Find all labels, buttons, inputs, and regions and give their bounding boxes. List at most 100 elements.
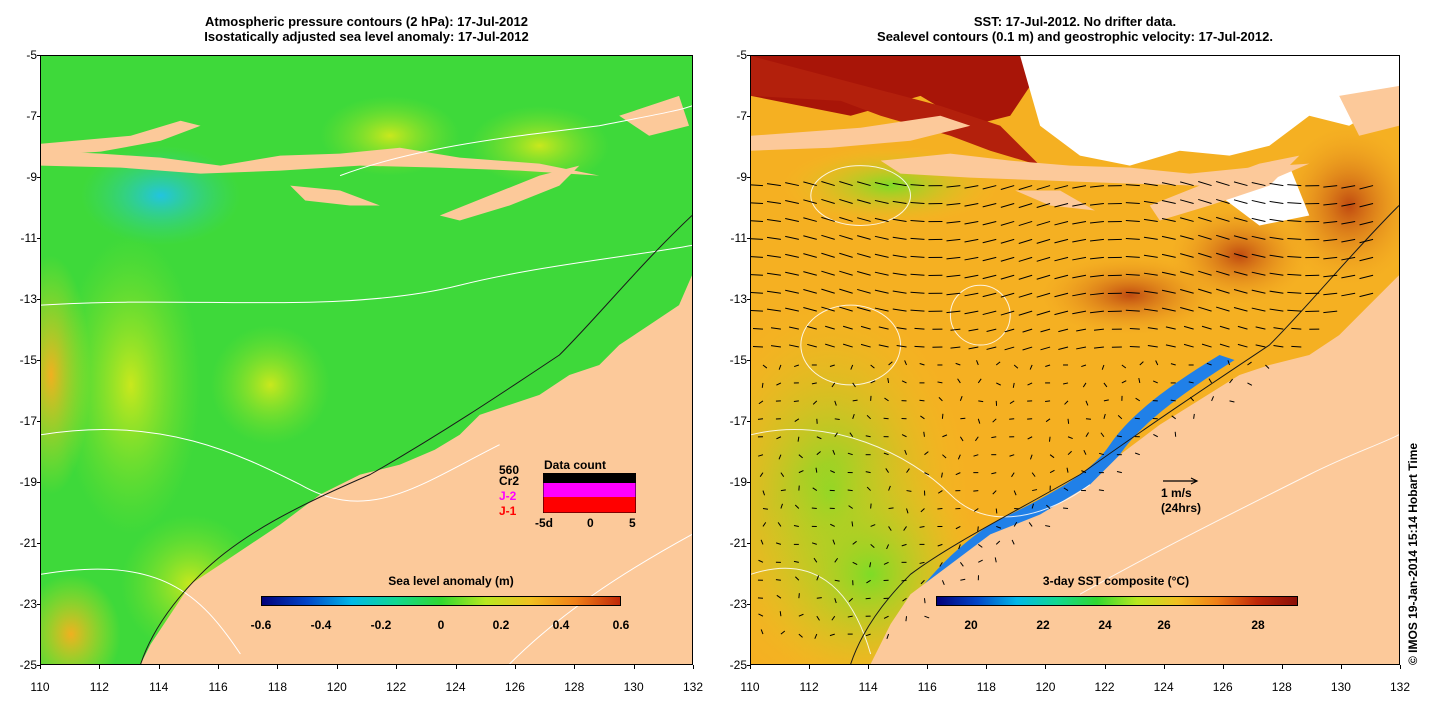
- x-tick-mark: [40, 665, 41, 669]
- x-tick-label: 132: [682, 680, 704, 694]
- velocity-arrow: [1125, 220, 1140, 222]
- left-cbar-label: 0.2: [492, 618, 510, 632]
- velocity-arrow: [1083, 449, 1087, 455]
- velocity-arrow: [1029, 364, 1033, 370]
- velocity-arrow: [1198, 234, 1212, 240]
- velocity-arrow: [938, 397, 943, 402]
- velocity-arrow: [960, 417, 966, 420]
- velocity-arrow: [892, 236, 907, 240]
- y-tick-label: -17: [729, 414, 747, 428]
- velocity-arrow: [901, 434, 907, 438]
- velocity-arrow: [883, 615, 889, 619]
- velocity-arrow: [1089, 292, 1104, 296]
- velocity-arrow: [1045, 525, 1051, 527]
- velocity-arrow: [1273, 327, 1284, 330]
- velocity-arrow: [977, 543, 983, 548]
- velocity-arrow: [1251, 217, 1266, 222]
- x-tick-label: 132: [1389, 680, 1411, 694]
- velocity-arrow: [866, 414, 871, 420]
- velocity-arrow: [1233, 217, 1248, 222]
- velocity-arrow: [816, 575, 820, 581]
- velocity-arrow: [1036, 256, 1051, 262]
- x-tick-label: 128: [1271, 680, 1292, 694]
- velocity-arrow: [1233, 253, 1248, 258]
- velocity-arrow: [1143, 290, 1158, 294]
- velocity-arrow: [1089, 256, 1104, 260]
- velocity-arrow: [852, 382, 856, 388]
- velocity-arrow: [920, 508, 925, 513]
- x-tick-label: 122: [1094, 680, 1115, 694]
- y-tick-mark: [37, 55, 40, 56]
- y-tick-label: -19: [729, 475, 747, 489]
- velocity-arrow: [794, 418, 800, 423]
- velocity-arrow: [1116, 435, 1122, 438]
- velocity-arrow: [942, 454, 947, 459]
- velocity-arrow: [857, 199, 871, 204]
- velocity-arrow: [1198, 198, 1212, 204]
- velocity-arrow: [1089, 238, 1104, 242]
- velocity-arrow: [761, 382, 764, 388]
- velocity-arrow: [1085, 432, 1089, 438]
- velocity-arrow: [1018, 310, 1033, 316]
- velocity-arrow: [901, 579, 907, 582]
- velocity-arrow: [1036, 238, 1051, 244]
- velocity-arrow: [906, 508, 909, 514]
- velocity-arrow: [1000, 238, 1015, 244]
- velocity-arrow: [964, 274, 979, 279]
- velocity-arrow: [766, 236, 781, 240]
- velocity-arrow: [1089, 310, 1104, 314]
- sea-level-anomaly-field: [41, 56, 692, 664]
- velocity-arrow: [821, 216, 835, 222]
- velocity-arrow: [1072, 220, 1087, 225]
- velocity-arrow: [751, 184, 763, 187]
- velocity-arrow: [832, 449, 836, 455]
- velocity-arrow: [1265, 364, 1270, 369]
- velocity-arrow: [1291, 327, 1302, 330]
- velocity-arrow: [770, 345, 781, 348]
- velocity-arrow: [910, 202, 925, 205]
- velocity-arrow: [1171, 415, 1176, 420]
- velocity-arrow: [775, 542, 782, 545]
- velocity-arrow: [959, 396, 963, 402]
- velocity-arrow: [1216, 234, 1230, 240]
- velocity-arrow: [1216, 288, 1230, 294]
- velocity-arrow: [834, 400, 837, 406]
- velocity-arrow: [1323, 274, 1338, 278]
- y-tick-label: -23: [19, 597, 37, 611]
- velocity-arrow: [1045, 364, 1051, 367]
- x-tick-label: 118: [267, 680, 288, 694]
- velocity-arrow: [1216, 306, 1230, 312]
- velocity-arrow: [901, 543, 907, 547]
- velocity-arrow: [886, 633, 890, 639]
- y-tick-label: -11: [730, 231, 747, 245]
- y-tick-mark: [37, 543, 40, 544]
- velocity-arrow: [964, 310, 979, 315]
- velocity-arrow: [778, 364, 782, 370]
- velocity-arrow: [1147, 345, 1158, 348]
- velocity-arrow: [766, 183, 781, 187]
- x-tick-label: 130: [1330, 680, 1351, 694]
- velocity-arrow: [1219, 343, 1230, 348]
- velocity-arrow: [1323, 185, 1338, 188]
- velocity-arrow: [888, 361, 893, 366]
- x-tick-label: 130: [623, 680, 644, 694]
- velocity-arrow: [848, 597, 854, 602]
- velocity-arrow: [982, 203, 997, 208]
- velocity-arrow: [957, 454, 961, 460]
- velocity-arrow: [1018, 238, 1033, 244]
- velocity-arrow: [982, 274, 997, 280]
- velocity-arrow: [866, 486, 871, 491]
- y-tick-mark: [747, 604, 750, 605]
- velocity-arrow: [910, 184, 925, 187]
- x-tick-mark: [750, 665, 751, 669]
- velocity-arrow: [1341, 238, 1356, 243]
- velocity-arrow: [1180, 253, 1194, 258]
- velocity-arrow: [878, 326, 889, 330]
- velocity-arrow: [1049, 469, 1055, 474]
- velocity-arrow: [946, 292, 961, 296]
- velocity-arrow: [751, 256, 763, 258]
- velocity-arrow: [847, 452, 853, 456]
- velocity-arrow: [905, 616, 908, 622]
- velocity-arrow: [758, 400, 764, 405]
- x-tick-mark: [218, 665, 220, 669]
